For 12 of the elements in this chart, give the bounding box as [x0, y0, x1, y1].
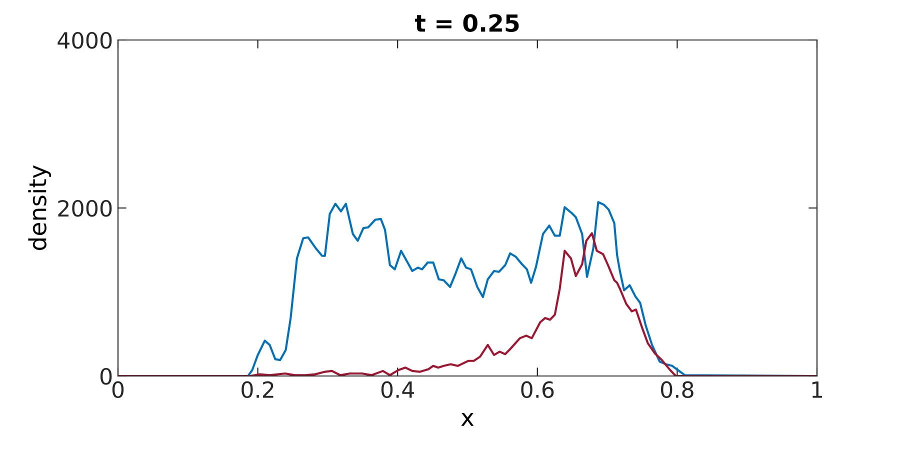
y-tick-label: 0 — [100, 368, 112, 385]
x-tick-label: 0.6 — [521, 381, 554, 398]
y-tick-label: 4000 — [58, 32, 112, 49]
y-tick-label: 2000 — [58, 200, 112, 217]
x-tick-label: 0.2 — [242, 381, 274, 398]
x-tick-label: 1 — [812, 382, 822, 398]
x-axis-title: x — [461, 412, 474, 426]
x-tick-label: 0.4 — [381, 381, 414, 398]
y-axis-title: density — [28, 165, 52, 250]
x-tick-label: 0.8 — [660, 381, 694, 398]
chart-title: t = 0.25 — [414, 14, 519, 32]
x-tick-label: 0 — [112, 381, 124, 398]
